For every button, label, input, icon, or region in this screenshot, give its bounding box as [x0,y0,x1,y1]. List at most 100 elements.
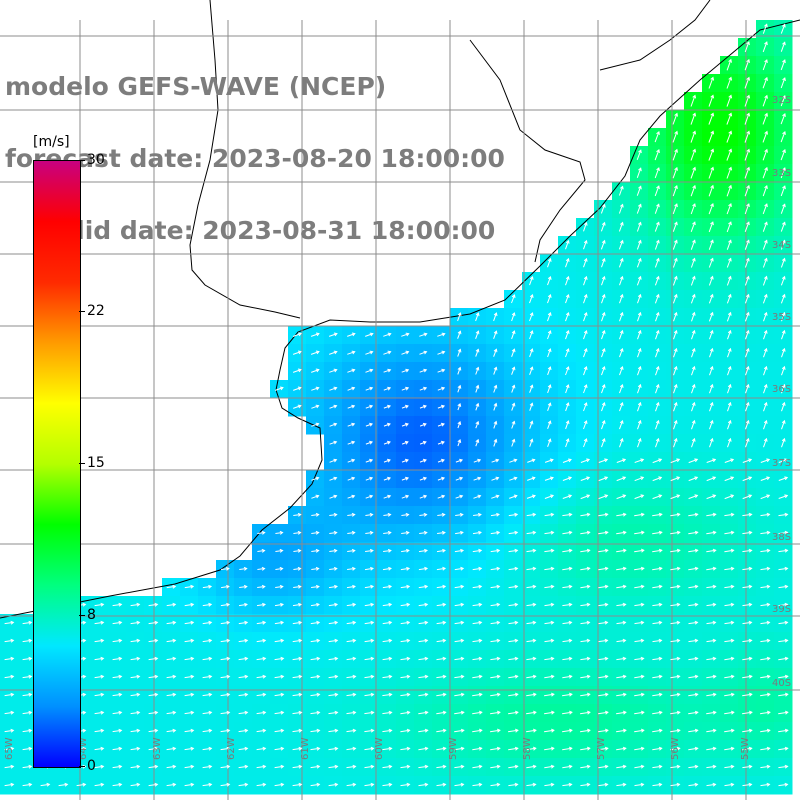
wind-arrow [598,566,609,571]
wind-arrow [672,275,678,286]
wind-arrow [382,746,393,751]
wind-arrow [490,692,501,697]
wind-arrow [292,620,303,625]
wind-arrow [706,692,717,697]
wind-arrow [618,221,624,232]
wind-arrow [508,620,519,625]
wind-arrow [562,674,573,679]
wind-arrow [601,347,606,358]
wind-arrow [22,728,33,733]
wind-arrow [400,746,411,751]
wind-arrow [257,584,266,589]
wind-arrow [310,710,321,715]
wind-arrow [22,656,33,661]
wind-arrow [526,512,537,517]
wind-arrow [292,368,302,373]
wind-arrow [670,602,681,607]
wind-arrow [94,746,105,751]
wind-arrow [475,402,480,411]
wind-arrow [544,764,555,769]
wind-arrow [292,692,303,697]
atlantic-coastline [0,19,800,619]
wind-arrow [673,311,678,322]
wind-arrow [726,275,732,286]
wind-arrow [544,674,555,679]
wind-arrow [724,512,735,517]
wind-arrow [202,710,213,715]
longitude-labels: 65W 64W 63W 62W 61W 60W 59W 58W 57W 56W 55W [4,737,751,760]
wind-arrow [491,494,500,499]
wind-arrow [274,674,285,679]
wind-arrow [511,420,516,429]
wind-arrow [256,692,267,697]
wind-arrow [742,458,753,463]
wind-arrow [688,566,699,571]
wind-arrow [670,710,681,715]
wind-arrow [401,458,409,463]
wind-arrow [760,512,771,517]
wind-arrow [238,620,249,625]
wind-arrow [672,221,678,232]
wind-arrow [526,638,537,643]
wind-arrow [690,275,696,286]
wind-arrow [780,41,786,52]
wind-arrow [365,494,374,499]
wind-arrow [544,746,555,751]
wind-arrow [654,257,660,268]
wind-arrow [400,728,411,733]
wind-arrow [202,692,213,697]
wind-arrow [454,566,465,571]
wind-arrow [526,566,537,571]
wind-arrow [527,458,536,463]
wind-arrow [238,746,249,751]
wind-arrow [562,548,573,553]
wind-arrow [544,602,555,607]
wind-arrow [781,437,786,448]
wind-arrow [274,782,285,787]
wind-arrow [672,130,678,143]
wind-arrow [383,530,392,535]
wind-arrow [616,584,627,589]
wind-arrow [401,548,410,553]
wind-arrow [655,365,660,376]
wind-arrow [490,548,501,553]
wind-arrow [166,764,177,769]
wind-arrow [22,620,33,625]
wind-arrow [760,674,771,679]
wind-arrow [763,329,768,340]
wind-arrow [419,404,427,409]
wind-arrow [490,710,501,715]
wind-arrow [706,728,717,733]
wind-arrow [742,764,753,769]
wind-arrow [148,602,159,607]
wind-arrow [706,674,717,679]
wind-arrow [346,584,356,589]
wind-arrow [508,584,519,589]
wind-arrow [454,746,465,751]
wind-arrow [708,148,715,161]
wind-arrow [275,584,284,589]
wind-arrow [742,620,753,625]
wind-arrow [742,566,753,571]
wind-arrow [220,746,231,751]
wind-arrow [726,112,733,125]
wind-arrow [382,656,393,661]
wind-arrow [329,512,338,517]
wind-arrow [493,312,498,322]
wind-arrow [418,710,429,715]
wind-arrow [347,476,356,481]
wind-arrow [652,566,663,571]
wind-arrow [709,365,714,376]
wind-arrow [202,782,213,787]
wind-arrow [580,458,591,463]
wind-arrow [293,386,302,391]
wind-arrow [454,674,465,679]
wind-arrow [493,402,498,411]
wind-arrow [688,674,699,679]
wind-arrow [529,420,534,429]
wind-arrow [509,476,518,481]
wind-arrow [166,602,177,607]
wind-arrow [688,584,699,589]
wind-arrow [763,437,768,448]
wind-arrow [580,728,591,733]
